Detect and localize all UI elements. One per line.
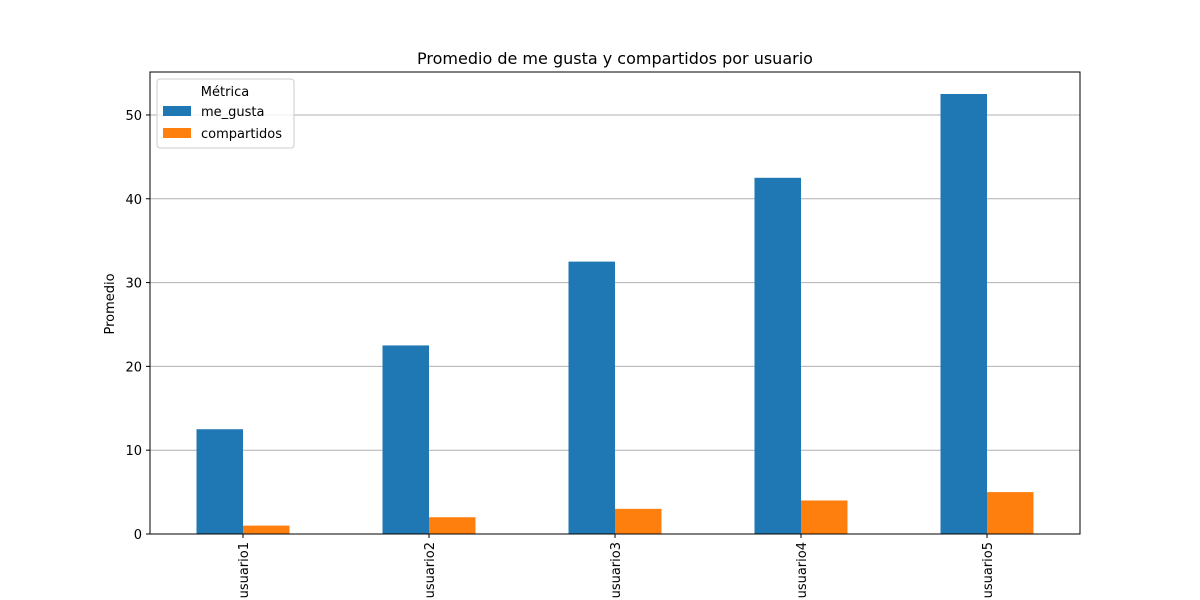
- legend: Métrica me_gusta compartidos: [156, 78, 295, 149]
- legend-frame: [156, 78, 295, 149]
- legend-swatch-compartidos: [163, 128, 191, 138]
- x-tick-label: usuario1: [237, 542, 252, 598]
- x-tick-label: usuario5: [981, 542, 996, 598]
- bar-me_gusta-usuario1: [196, 429, 243, 534]
- bar-compartidos-usuario3: [615, 508, 662, 534]
- bar-compartidos-usuario2: [429, 517, 476, 534]
- legend-title: Métrica: [201, 85, 249, 100]
- y-tick-label: 20: [125, 360, 142, 375]
- x-tick-label: usuario3: [609, 542, 624, 598]
- legend-swatch-me-gusta: [163, 106, 191, 116]
- x-tick-label: usuario4: [795, 542, 810, 598]
- bar-compartidos-usuario1: [243, 525, 290, 534]
- bar-compartidos-usuario4: [801, 500, 848, 534]
- y-tick-label: 10: [125, 444, 142, 459]
- y-tick-label: 40: [125, 193, 142, 208]
- legend-label-compartidos: compartidos: [201, 127, 282, 142]
- bar-me_gusta-usuario2: [382, 345, 429, 534]
- x-axis: usuario1 usuario2 usuario3 usuario4 usuario5: [237, 534, 996, 598]
- bar-me_gusta-usuario4: [754, 177, 801, 535]
- legend-label-me-gusta: me_gusta: [201, 105, 265, 120]
- bar-me_gusta-usuario5: [940, 94, 987, 534]
- chart-title: Promedio de me gusta y compartidos por u…: [417, 49, 813, 68]
- y-tick-label: 0: [134, 528, 142, 543]
- y-tick-label: 50: [125, 109, 142, 124]
- y-axis: 0 10 20 30 40 50: [125, 109, 150, 543]
- bars: [196, 94, 1034, 535]
- y-axis-label: Promedio: [103, 273, 118, 334]
- bar-me_gusta-usuario3: [568, 261, 615, 534]
- x-tick-label: usuario2: [423, 542, 438, 598]
- y-tick-label: 30: [125, 277, 142, 292]
- bar-compartidos-usuario5: [987, 492, 1034, 534]
